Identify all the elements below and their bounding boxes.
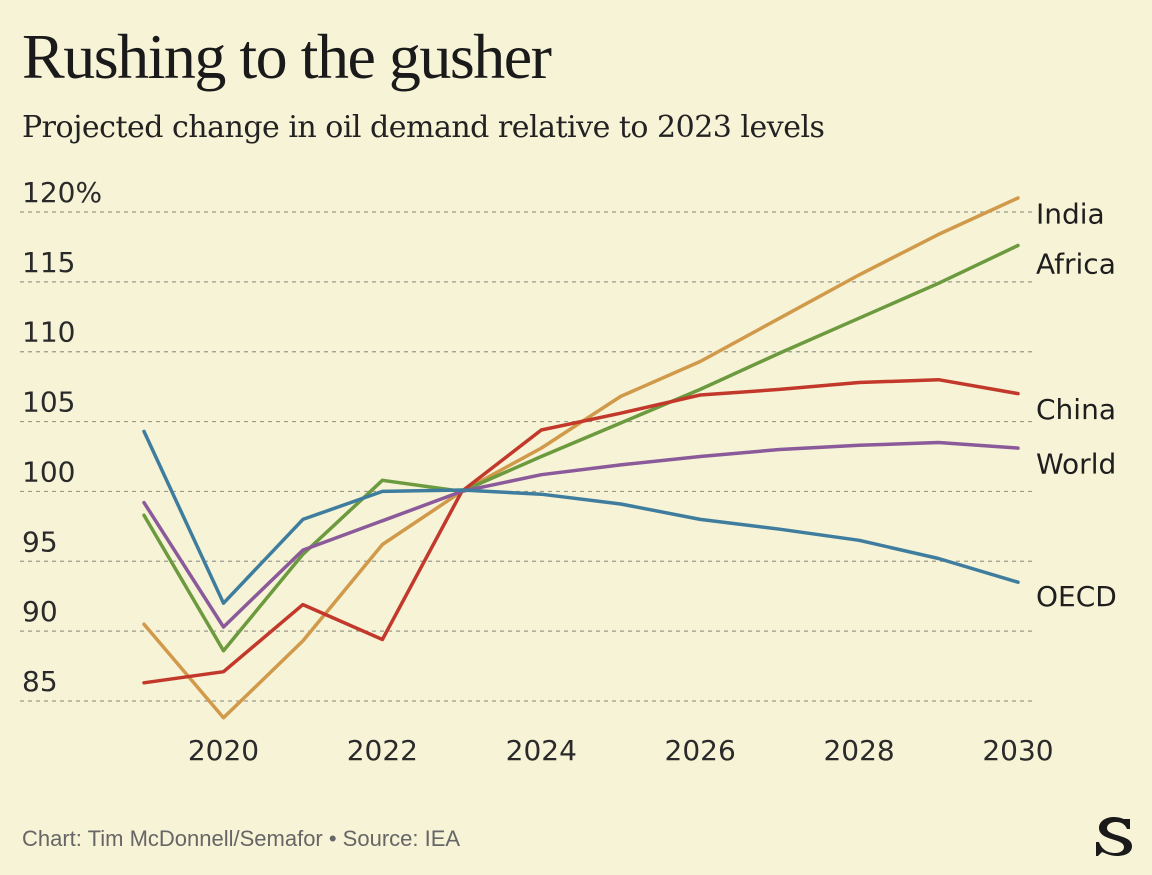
x-tick-label: 2020 (188, 734, 259, 767)
y-tick-label: 90 (22, 595, 58, 628)
series-label-india: India (1036, 197, 1105, 230)
chart-credit: Chart: Tim McDonnell/Semafor • Source: I… (22, 826, 461, 851)
series-labels: India Africa China World OECD (1036, 197, 1117, 613)
series-label-africa: Africa (1036, 248, 1116, 281)
y-tick-label: 120% (22, 176, 102, 209)
x-axis-tick-labels: 2020 2022 2024 2026 2028 2030 (188, 734, 1054, 767)
series-lines (142, 196, 1020, 720)
series-line-world (142, 440, 1020, 629)
semafor-s-logo-icon (1096, 817, 1132, 856)
x-tick-label: 2024 (506, 734, 577, 767)
x-tick-label: 2026 (665, 734, 736, 767)
y-tick-label: 110 (22, 316, 75, 349)
series-label-world: World (1036, 447, 1116, 480)
y-tick-label: 115 (22, 246, 75, 279)
gridlines (20, 211, 1035, 702)
y-axis-tick-labels: 85 90 95 100 105 110 115 120% (22, 176, 102, 698)
series-label-china: China (1036, 393, 1116, 426)
y-tick-label: 95 (22, 525, 58, 558)
series-line-china (142, 377, 1020, 685)
y-tick-label: 105 (22, 386, 75, 419)
series-line-oecd (142, 429, 1020, 605)
x-tick-label: 2030 (982, 734, 1053, 767)
series-line-india (142, 196, 1020, 720)
chart-title: Rushing to the gusher (22, 21, 552, 92)
chart-subtitle: Projected change in oil demand relative … (22, 110, 825, 145)
series-line-africa (142, 243, 1020, 653)
y-tick-label: 85 (22, 665, 58, 698)
x-tick-label: 2022 (347, 734, 418, 767)
series-label-oecd: OECD (1036, 580, 1117, 613)
y-tick-label: 100 (22, 455, 75, 488)
x-tick-label: 2028 (823, 734, 894, 767)
